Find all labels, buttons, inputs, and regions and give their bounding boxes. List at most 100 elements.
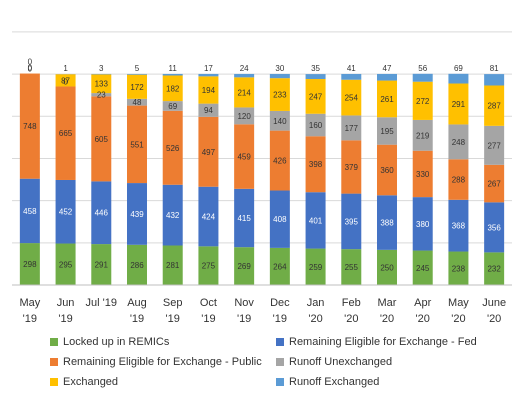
data-label: 69 — [168, 102, 177, 111]
x-tick-label: Mar — [378, 297, 397, 309]
x-tick-label: '20 — [487, 313, 501, 325]
legend-label: Exchanged — [63, 376, 119, 388]
bar-segment — [269, 78, 290, 111]
bar-segment — [377, 249, 397, 285]
data-label: 23 — [97, 91, 106, 100]
bar-segment — [198, 76, 219, 104]
data-label: 426 — [273, 157, 287, 166]
legend-label: Runoff Unexchanged — [289, 356, 393, 368]
x-tick-label: '19 — [58, 313, 72, 325]
data-label: 748 — [23, 122, 37, 131]
bar-segment — [341, 193, 362, 250]
bar-segment — [19, 178, 40, 244]
data-label: 286 — [130, 261, 144, 270]
bar-segment — [19, 243, 40, 285]
data-label: 395 — [345, 217, 359, 226]
legend-swatch — [276, 378, 284, 386]
bar-segment — [198, 73, 219, 77]
bar-segment — [305, 74, 326, 80]
data-label: 24 — [240, 64, 249, 73]
x-tick-label: Jul '19 — [86, 297, 117, 309]
data-label: 248 — [452, 138, 466, 147]
bar-segment — [484, 74, 505, 86]
legend-label: Runoff Exchanged — [289, 376, 380, 388]
data-label: 56 — [418, 64, 427, 73]
bar-segment — [91, 74, 112, 94]
x-tick-label: Nov — [234, 297, 254, 309]
data-label: 379 — [345, 163, 359, 172]
bar-segment — [305, 113, 326, 137]
bar-segment — [341, 79, 362, 116]
data-label: 452 — [59, 208, 73, 217]
data-label: 415 — [237, 214, 251, 223]
data-label: 120 — [237, 112, 251, 121]
bar-segment — [234, 247, 255, 285]
data-label: 172 — [130, 83, 144, 92]
data-label: 3 — [99, 64, 104, 73]
bar-segment — [91, 93, 112, 97]
x-tick-label: '19 — [130, 313, 144, 325]
bar-segment — [341, 140, 362, 194]
bar-segment — [162, 245, 183, 285]
x-tick-label: May — [448, 297, 469, 309]
x-tick-label: '20 — [380, 313, 394, 325]
bar-segment — [341, 73, 362, 80]
bar-segment — [412, 150, 433, 198]
bar-segment — [269, 190, 290, 248]
data-label: 247 — [309, 92, 323, 101]
legend-item: Remaining Eligible for Exchange - Public — [50, 356, 262, 368]
data-label: 439 — [130, 210, 144, 219]
legend-swatch — [276, 338, 284, 346]
data-label: 30 — [275, 64, 284, 73]
data-label: 140 — [273, 117, 287, 126]
x-tick-label: June — [482, 297, 506, 309]
legend-swatch — [50, 338, 58, 346]
bar-segment — [269, 110, 290, 131]
legend-item: Runoff Exchanged — [276, 376, 379, 388]
data-label: 264 — [273, 262, 287, 271]
bar-segment — [484, 125, 505, 165]
bar-segment — [448, 83, 469, 125]
data-label: 182 — [166, 84, 180, 93]
data-label: 69 — [454, 64, 463, 73]
bar-segment — [55, 86, 76, 180]
x-tick-label: Feb — [342, 297, 361, 309]
data-label: 0 — [63, 77, 68, 86]
data-label: 360 — [380, 166, 394, 175]
data-label: 275 — [202, 262, 216, 271]
legend-item: Locked up in REMICs — [50, 336, 169, 348]
data-label: 160 — [309, 121, 323, 130]
x-tick-label: '20 — [416, 313, 430, 325]
bar-segment — [412, 197, 433, 251]
data-label: 398 — [309, 160, 323, 169]
bar-segment — [127, 98, 147, 106]
bar-segment — [484, 85, 505, 126]
bar-segment — [234, 188, 255, 248]
bar-segment — [377, 144, 397, 196]
bar-segment — [448, 124, 469, 160]
data-label: 233 — [273, 91, 287, 100]
bar-segment — [127, 105, 147, 184]
data-label: 291 — [452, 100, 466, 109]
bar-segment — [127, 73, 147, 75]
data-label: 87 — [61, 76, 70, 85]
legend-item: Exchanged — [50, 376, 118, 388]
bar-segment — [234, 107, 255, 125]
data-label: 177 — [345, 124, 359, 133]
bar-segment — [448, 159, 469, 200]
bar-segment — [127, 183, 147, 245]
bar-segment — [305, 136, 326, 193]
data-label: 298 — [23, 260, 37, 269]
data-label: 255 — [345, 263, 359, 272]
data-label: 526 — [166, 144, 180, 153]
bar-segment — [484, 252, 505, 285]
bar-segment — [269, 73, 290, 79]
bar-segment — [412, 119, 433, 151]
bar-segment — [162, 75, 183, 102]
x-tick-label: Aug — [127, 297, 147, 309]
data-label: 5 — [135, 64, 140, 73]
bar-segment — [269, 247, 290, 285]
bar-segment — [269, 130, 290, 191]
data-label: 288 — [452, 176, 466, 185]
data-label: 81 — [490, 64, 499, 73]
